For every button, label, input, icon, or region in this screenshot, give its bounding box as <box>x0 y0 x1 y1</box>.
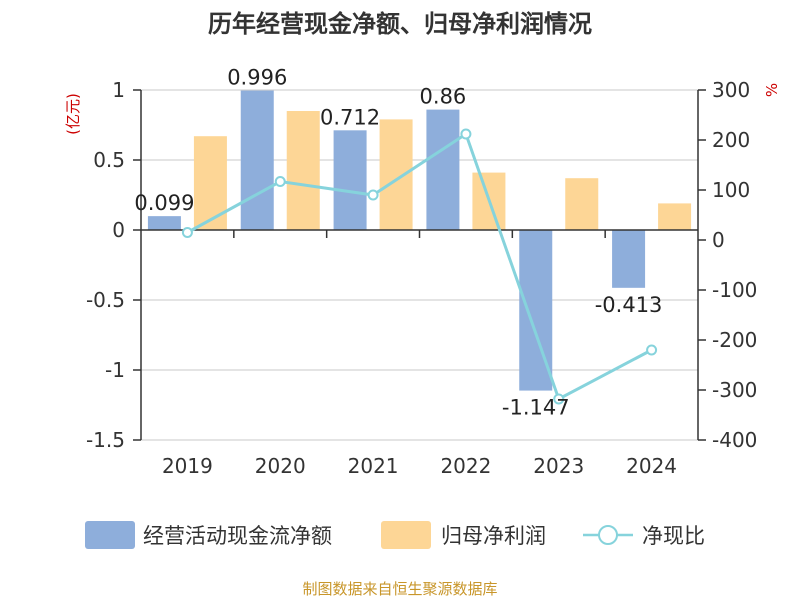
bar-net-profit <box>193 136 227 230</box>
bar-operating-cashflow <box>426 109 460 230</box>
x-tick-label: 2024 <box>626 454 677 478</box>
ratio-point <box>274 176 286 187</box>
left-axis-unit: (亿元) <box>64 93 82 135</box>
left-tick-label: -0.5 <box>86 288 125 312</box>
right-tick-label: 300 <box>712 78 750 102</box>
data-label-operating-cashflow: -0.413 <box>595 293 663 317</box>
right-tick-label: 0 <box>712 228 725 252</box>
bar-operating-cashflow <box>240 90 274 230</box>
x-tick-label: 2020 <box>255 454 306 478</box>
data-label-operating-cashflow: 0.099 <box>134 191 194 215</box>
data-label-operating-cashflow: 0.86 <box>420 85 467 109</box>
bar-net-profit <box>565 178 599 230</box>
bar-operating-cashflow <box>333 130 367 230</box>
bar-net-profit <box>379 119 413 230</box>
right-tick-label: -300 <box>712 378 757 402</box>
data-label-operating-cashflow: -1.147 <box>502 396 570 420</box>
bar-net-profit <box>658 203 692 230</box>
legend-swatch-net-profit <box>381 521 431 549</box>
right-tick-label: -100 <box>712 278 757 302</box>
axes: 1 0.5 0 -0.5 -1 -1.5 300 200 100 0 -100 -200 -300 -40… <box>86 78 757 478</box>
left-tick-label: -1.5 <box>86 428 125 452</box>
left-tick-label: -1 <box>105 358 125 382</box>
ratio-point <box>553 393 565 405</box>
legend-marker-ratio <box>598 525 618 545</box>
bars <box>147 90 692 391</box>
bar-net-profit <box>286 111 320 230</box>
chart-title: 历年经营现金净额、归母净利润情况 <box>208 10 592 38</box>
right-axis-unit: % <box>763 83 781 97</box>
ratio-line-path <box>186 131 653 402</box>
right-tick-label: 200 <box>712 128 750 152</box>
source-note: 制图数据来自恒生聚源数据库 <box>302 580 497 598</box>
left-tick-label: 0.5 <box>93 148 125 172</box>
ratio-point <box>460 128 472 140</box>
gridlines <box>141 89 698 441</box>
right-tick-label: -400 <box>712 428 757 452</box>
x-tick-label: 2023 <box>533 454 584 478</box>
right-tick-label: 100 <box>712 178 750 202</box>
right-tick-label: -200 <box>712 328 757 352</box>
legend-label-net-profit: 归母净利润 <box>441 524 546 548</box>
data-label-operating-cashflow: 0.712 <box>320 105 380 129</box>
data-label-operating-cashflow: 0.996 <box>227 66 287 90</box>
ratio-point <box>367 189 379 201</box>
data-labels: 0.099 0.996 0.712 0.86 -1.147 -0.413 <box>134 66 662 420</box>
x-tick-label: 2022 <box>440 454 491 478</box>
bar-operating-cashflow <box>612 230 646 288</box>
legend-label-operating-cashflow: 经营活动现金流净额 <box>143 524 332 548</box>
left-tick-label: 0 <box>112 218 125 242</box>
ratio-point <box>181 227 193 238</box>
x-tick-label: 2021 <box>348 454 399 478</box>
ratio-point <box>646 344 658 356</box>
legend-swatch-operating-cashflow <box>85 521 135 549</box>
x-tick-label: 2019 <box>162 454 213 478</box>
legend: 经营活动现金流净额 归母净利润 净现比 <box>85 521 705 549</box>
ratio-line <box>181 128 658 405</box>
left-tick-label: 1 <box>112 78 125 102</box>
legend-label-ratio: 净现比 <box>642 524 705 548</box>
bar-operating-cashflow <box>147 216 181 230</box>
